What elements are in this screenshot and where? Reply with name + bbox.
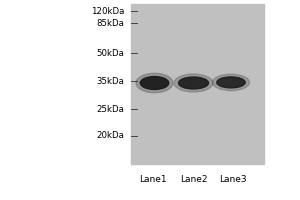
Text: 35kDa: 35kDa	[97, 76, 124, 86]
Ellipse shape	[140, 76, 169, 90]
Ellipse shape	[178, 77, 208, 89]
Text: Lane2: Lane2	[180, 175, 207, 184]
Text: 50kDa: 50kDa	[97, 48, 124, 58]
Bar	[130, 4, 264, 164]
Ellipse shape	[217, 77, 245, 88]
Text: 120kDa: 120kDa	[91, 6, 124, 16]
Text: 85kDa: 85kDa	[97, 19, 124, 27]
Ellipse shape	[136, 73, 173, 93]
Text: Lane3: Lane3	[219, 175, 246, 184]
Text: 25kDa: 25kDa	[97, 105, 124, 114]
Ellipse shape	[212, 74, 250, 91]
Text: Lane1: Lane1	[139, 175, 167, 184]
Ellipse shape	[174, 74, 213, 92]
Text: 20kDa: 20kDa	[97, 132, 124, 140]
